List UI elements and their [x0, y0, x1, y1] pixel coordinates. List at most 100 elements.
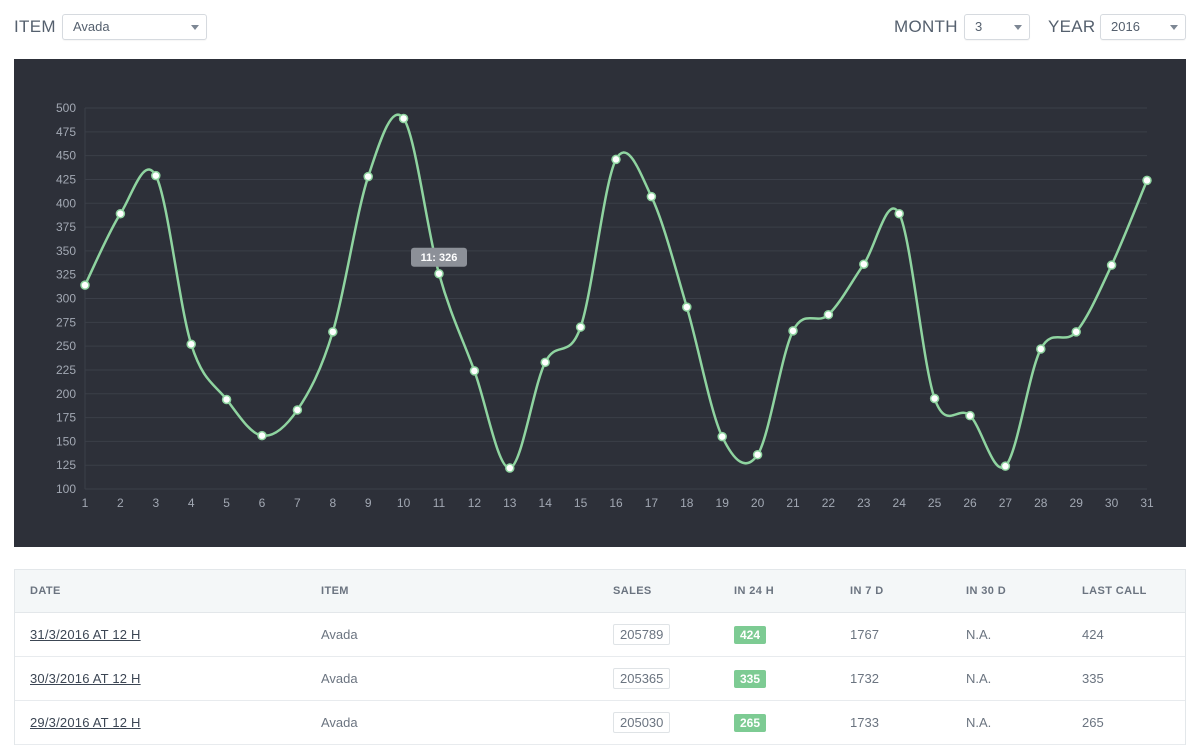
table-header-row: DATE ITEM SALES IN 24 H IN 7 D IN 30 D L… — [15, 570, 1185, 613]
sales-line-chart: 1001251501752002252502753003253503754004… — [56, 101, 1154, 510]
data-point — [859, 259, 869, 269]
x-tick-label: 22 — [822, 496, 836, 510]
column-header-item[interactable]: ITEM — [306, 570, 598, 613]
y-tick-label: 375 — [56, 220, 76, 234]
data-point — [752, 449, 763, 460]
data-point — [575, 322, 586, 332]
x-tick-label: 24 — [893, 496, 907, 510]
x-tick-label: 11 — [433, 496, 446, 510]
column-header-last-call[interactable]: LAST CALL — [1067, 570, 1185, 613]
y-tick-label: 100 — [56, 482, 76, 496]
data-point — [965, 410, 975, 421]
y-tick-label: 325 — [56, 268, 76, 282]
table-row: 31/3/2016 AT 12 H Avada 205789 424 1767 … — [15, 612, 1185, 657]
data-point — [1106, 260, 1117, 270]
last-call-cell: 265 — [1067, 700, 1185, 745]
month-select[interactable]: 3 — [964, 14, 1030, 40]
data-point — [292, 405, 303, 415]
sales-value: 205030 — [613, 712, 671, 733]
x-tick-label: 3 — [152, 496, 159, 510]
sales-table: DATE ITEM SALES IN 24 H IN 7 D IN 30 D L… — [15, 570, 1185, 745]
data-point — [1036, 344, 1046, 354]
month-filter-label: MONTH — [894, 17, 958, 36]
data-point — [540, 357, 550, 368]
x-tick-label: 6 — [259, 496, 266, 510]
x-tick-label: 2 — [117, 496, 124, 510]
y-tick-label: 225 — [56, 363, 76, 377]
in-30d-cell: N.A. — [951, 700, 1067, 745]
sales-chart-panel: 100 125 150 175 200 225 250 275 300 325 350 375 400 4… — [14, 59, 1186, 547]
in-30d-cell: N.A. — [951, 656, 1067, 701]
sales-value: 205365 — [613, 668, 671, 689]
data-point — [115, 208, 126, 219]
y-tick-label: 250 — [56, 339, 76, 353]
x-tick-label: 16 — [609, 496, 623, 510]
item-select[interactable]: Avada — [62, 14, 207, 40]
data-point — [257, 430, 267, 441]
x-tick-label: 13 — [503, 496, 517, 510]
x-tick-label: 14 — [539, 496, 553, 510]
item-cell: Avada — [306, 656, 598, 701]
x-tick-label: 29 — [1070, 496, 1084, 510]
data-point — [151, 170, 161, 181]
filter-bar: ITEM Avada MONTH 3 YEAR 2016 — [0, 0, 1200, 58]
table-row: 29/3/2016 AT 12 H Avada 205030 265 1733 … — [15, 700, 1185, 745]
tooltip-box — [411, 247, 467, 267]
x-tick-label: 26 — [963, 496, 977, 510]
x-tick-label: 7 — [294, 496, 301, 510]
chevron-down-icon — [1170, 25, 1178, 30]
x-tick-label: 20 — [751, 496, 765, 510]
data-point — [894, 208, 904, 219]
x-tick-label: 4 — [188, 496, 195, 510]
x-tick-label: 10 — [397, 496, 411, 510]
column-header-in-30d[interactable]: IN 30 D — [951, 570, 1067, 613]
y-tick-label: 450 — [56, 149, 76, 163]
x-tick-label: 31 — [1140, 496, 1154, 510]
x-tick-label: 5 — [223, 496, 230, 510]
column-header-in-24h[interactable]: IN 24 H — [719, 570, 835, 613]
data-point — [186, 339, 196, 349]
data-point — [398, 113, 409, 124]
date-link[interactable]: 30/3/2016 AT 12 H — [30, 671, 141, 686]
data-point — [434, 268, 444, 279]
in-24h-badge: 335 — [734, 669, 767, 688]
x-tick-label: 8 — [329, 496, 336, 510]
data-point — [788, 326, 798, 336]
x-tick-label: 12 — [468, 496, 482, 510]
sales-table-container: DATE ITEM SALES IN 24 H IN 7 D IN 30 D L… — [14, 569, 1186, 745]
chevron-down-icon — [1014, 25, 1022, 30]
column-header-sales[interactable]: SALES — [598, 570, 719, 613]
x-tick-label: 30 — [1105, 496, 1119, 510]
data-point — [646, 191, 657, 202]
y-tick-label: 500 — [56, 101, 76, 115]
data-point — [328, 327, 338, 337]
column-header-date[interactable]: DATE — [15, 570, 306, 613]
year-select[interactable]: 2016 — [1100, 14, 1186, 40]
x-tick-label: 25 — [928, 496, 942, 510]
item-cell: Avada — [306, 700, 598, 745]
data-point — [469, 366, 480, 376]
date-link[interactable]: 29/3/2016 AT 12 H — [30, 715, 141, 730]
series-line — [83, 113, 1149, 470]
date-link[interactable]: 31/3/2016 AT 12 H — [30, 627, 141, 642]
data-point — [717, 431, 727, 442]
in-24h-badge: 424 — [734, 625, 767, 644]
y-tick-label: 175 — [56, 411, 76, 425]
y-tick-label: 350 — [56, 244, 76, 258]
column-header-in-7d[interactable]: IN 7 D — [835, 570, 951, 613]
item-select-value: Avada — [73, 19, 110, 34]
data-point — [682, 302, 692, 312]
item-cell: Avada — [306, 612, 598, 657]
data-point — [929, 393, 940, 404]
data-point — [505, 463, 515, 473]
y-tick-label: 300 — [56, 292, 76, 306]
data-point — [1071, 327, 1081, 337]
last-call-cell: 335 — [1067, 656, 1185, 701]
chevron-down-icon — [191, 25, 199, 30]
y-tick-label: 475 — [56, 125, 76, 139]
x-tick-label: 18 — [680, 496, 694, 510]
in-7d-cell: 1732 — [835, 656, 951, 701]
y-tick-label: 200 — [56, 387, 76, 401]
year-select-value: 2016 — [1111, 19, 1140, 34]
data-point — [823, 309, 834, 320]
